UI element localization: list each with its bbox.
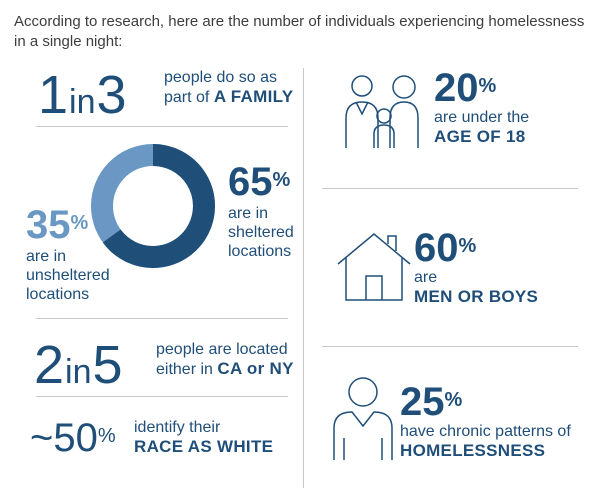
race-line1: identify their [134, 419, 221, 436]
family-line1: people do so as [164, 69, 277, 86]
family-line2b: A FAMILY [213, 87, 294, 106]
unsheltered-line1: are in [26, 248, 67, 265]
chronic-line1: have chronic patterns of [400, 423, 571, 440]
age-stat: 20% are under the AGE OF 18 [434, 68, 529, 146]
ratio-in: in [65, 353, 92, 391]
race-description: identify their RACE AS WHITE [134, 418, 273, 456]
sheltered-line3: locations [228, 243, 292, 260]
location-line1: people are located [156, 341, 288, 358]
age-line1: are under the [434, 109, 530, 126]
family-icon [345, 75, 419, 148]
person-icon [333, 377, 393, 460]
gender-line2: MEN OR BOYS [414, 287, 539, 306]
location-description: people are located either in CA or NY [156, 340, 294, 379]
sheltered-line2: sheltered [228, 224, 294, 241]
ratio-number-1: 1 [38, 65, 69, 125]
family-description: people do so as part of A FAMILY [164, 68, 293, 107]
family-line2a: part of [164, 89, 210, 106]
sheltered-percent: 65% [228, 160, 291, 204]
unsheltered-line3: locations [26, 286, 90, 303]
shelter-donut-chart [91, 144, 215, 268]
family-ratio: 1 in 3 [38, 68, 127, 122]
chronic-percent: 25% [400, 380, 463, 424]
ratio-number-1: 2 [34, 335, 65, 395]
divider-left-3 [36, 396, 288, 397]
ratio-in: in [69, 83, 96, 121]
age-line2: AGE OF 18 [434, 127, 526, 146]
unsheltered-label: 35% are in unsheltered locations [26, 205, 110, 304]
ratio-number-2: 5 [92, 335, 123, 395]
divider-right-1 [322, 188, 578, 189]
sheltered-line1: are in [228, 205, 269, 222]
gender-percent: 60% [414, 226, 477, 270]
donut-sheltered-slice [102, 144, 215, 268]
divider-left-1 [36, 126, 288, 127]
race-line2: RACE AS WHITE [134, 437, 274, 456]
unsheltered-line2: unsheltered [26, 267, 110, 284]
intro-text: According to research, here are the numb… [14, 13, 585, 50]
gender-line1: are [414, 269, 438, 286]
sheltered-label: 65% are in sheltered locations [228, 162, 294, 261]
house-icon [337, 233, 411, 301]
ratio-number-2: 3 [96, 65, 127, 125]
age-percent: 20% [434, 66, 497, 110]
unsheltered-percent: 35% [26, 203, 89, 247]
divider-left-2 [36, 318, 288, 319]
location-line2b: CA or NY [217, 359, 294, 378]
race-percent: ~50% [30, 416, 116, 460]
chronic-line2: HOMELESSNESS [400, 441, 546, 460]
location-line2a: either in [156, 361, 213, 378]
divider-right-2 [322, 346, 578, 347]
chronic-stat: 25% have chronic patterns of HOMELESSNES… [400, 382, 571, 460]
gender-stat: 60% are MEN OR BOYS [414, 228, 538, 306]
vertical-divider [303, 68, 304, 488]
location-ratio: 2 in 5 [34, 338, 123, 392]
